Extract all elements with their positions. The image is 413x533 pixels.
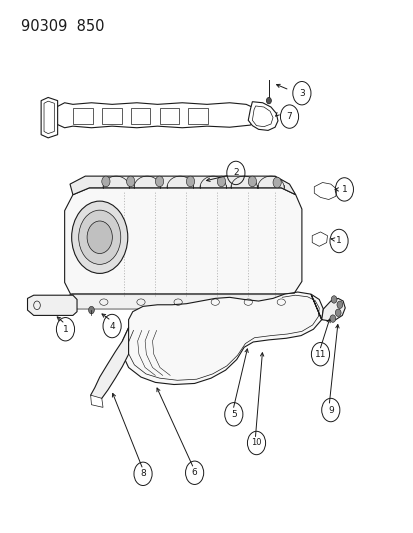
Circle shape <box>71 201 128 273</box>
Polygon shape <box>44 101 54 134</box>
Polygon shape <box>90 395 103 407</box>
Polygon shape <box>159 108 179 124</box>
Circle shape <box>78 210 121 264</box>
Circle shape <box>248 176 256 187</box>
Polygon shape <box>73 108 93 124</box>
Text: 1: 1 <box>62 325 68 334</box>
Polygon shape <box>70 176 295 195</box>
Polygon shape <box>310 294 344 321</box>
Text: 3: 3 <box>298 88 304 98</box>
Circle shape <box>186 176 194 187</box>
Text: 2: 2 <box>233 168 238 177</box>
Polygon shape <box>313 182 336 199</box>
Circle shape <box>329 315 335 322</box>
Text: 4: 4 <box>109 321 115 330</box>
Polygon shape <box>90 328 128 400</box>
Polygon shape <box>252 106 272 127</box>
Text: 1: 1 <box>335 237 341 246</box>
Text: 5: 5 <box>230 410 236 419</box>
Text: 8: 8 <box>140 470 145 478</box>
Text: 10: 10 <box>251 439 261 448</box>
Circle shape <box>266 98 271 104</box>
Circle shape <box>87 221 112 254</box>
Text: 1: 1 <box>341 185 347 194</box>
Text: 6: 6 <box>191 469 197 477</box>
Polygon shape <box>54 103 258 128</box>
Polygon shape <box>131 108 150 124</box>
Text: 9: 9 <box>327 406 333 415</box>
Polygon shape <box>311 232 327 246</box>
Polygon shape <box>122 292 323 384</box>
Polygon shape <box>64 295 309 309</box>
Text: 7: 7 <box>286 112 292 121</box>
Circle shape <box>336 301 342 309</box>
Circle shape <box>217 176 225 187</box>
Text: 90309  850: 90309 850 <box>21 19 104 34</box>
Text: 11: 11 <box>314 350 325 359</box>
Circle shape <box>102 176 110 187</box>
Polygon shape <box>188 108 208 124</box>
Circle shape <box>330 296 336 303</box>
Polygon shape <box>248 102 277 131</box>
Circle shape <box>272 177 280 188</box>
Polygon shape <box>27 295 77 316</box>
Circle shape <box>126 176 135 187</box>
Circle shape <box>155 176 163 187</box>
Polygon shape <box>41 98 57 138</box>
Polygon shape <box>102 108 121 124</box>
Circle shape <box>335 309 340 317</box>
Circle shape <box>88 306 94 314</box>
Polygon shape <box>64 188 301 298</box>
